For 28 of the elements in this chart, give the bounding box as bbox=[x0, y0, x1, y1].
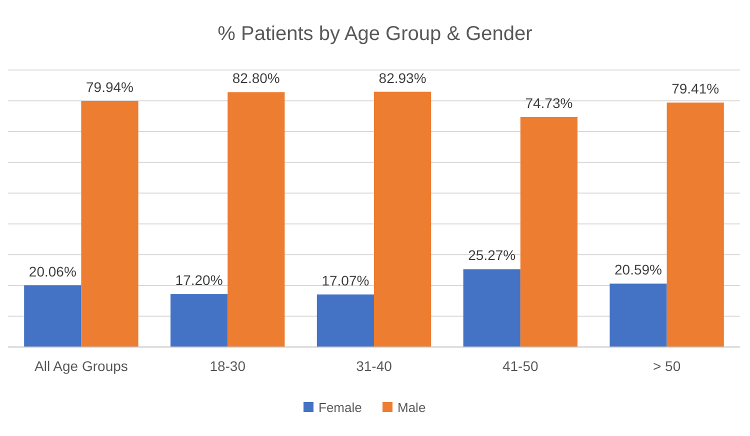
data-label: 25.27% bbox=[468, 247, 516, 264]
x-tick-label: 18-30 bbox=[210, 358, 246, 374]
x-tick-label: 31-40 bbox=[356, 358, 392, 374]
chart-title: % Patients by Age Group & Gender bbox=[218, 23, 533, 45]
data-label: 20.06% bbox=[28, 263, 76, 280]
x-tick-label: > 50 bbox=[652, 358, 681, 374]
data-label: 82.93% bbox=[378, 70, 426, 86]
bar bbox=[316, 294, 374, 347]
bar bbox=[228, 92, 285, 347]
data-label: 74.73% bbox=[525, 95, 573, 111]
data-label: 79.41% bbox=[672, 80, 720, 97]
bar bbox=[374, 92, 432, 347]
bar bbox=[24, 285, 82, 347]
data-label: 79.94% bbox=[86, 78, 134, 95]
legend-label: Male bbox=[398, 400, 426, 415]
bar bbox=[520, 117, 578, 347]
x-tick-label: All Age Groups bbox=[34, 358, 128, 374]
data-label: 17.07% bbox=[322, 272, 370, 288]
bar bbox=[610, 284, 667, 347]
bar bbox=[666, 102, 724, 347]
x-tick-label: 41-50 bbox=[502, 358, 539, 374]
bar bbox=[170, 294, 228, 347]
bar bbox=[81, 100, 138, 347]
bar bbox=[463, 269, 520, 347]
legend-label: Female bbox=[318, 400, 362, 415]
data-label: 20.59% bbox=[614, 262, 662, 278]
data-label: 17.20% bbox=[175, 272, 223, 288]
data-label: 82.80% bbox=[232, 70, 280, 86]
